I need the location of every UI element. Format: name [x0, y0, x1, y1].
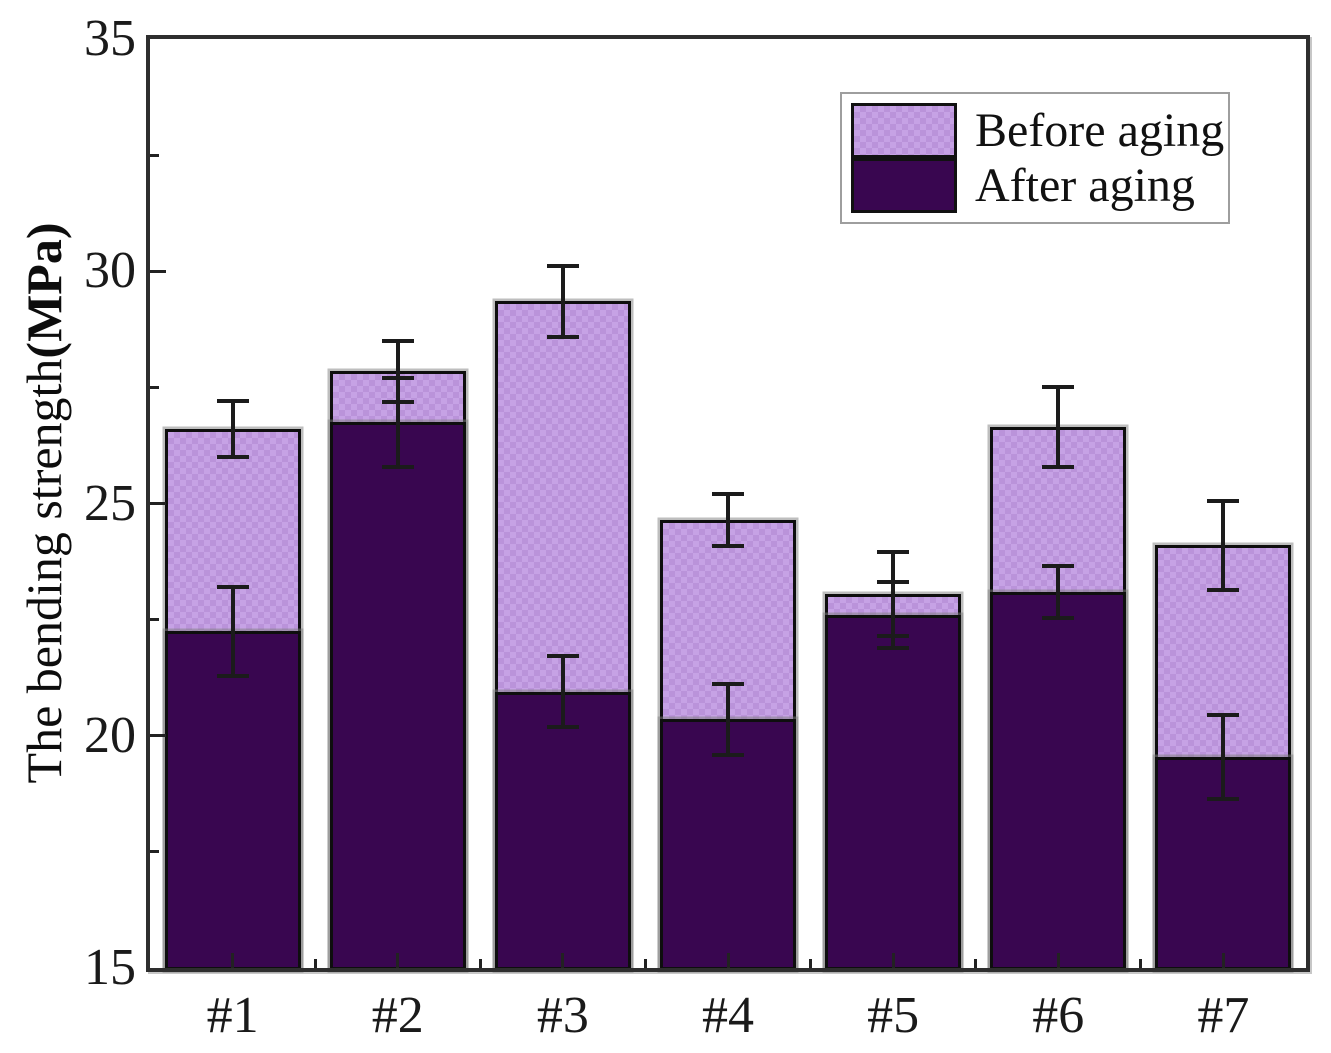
error-bar-after-aging-4-line: [726, 682, 730, 757]
y-tick-label-20: 20: [84, 706, 136, 764]
y-minor-tick-27.5: [150, 385, 159, 389]
y-tick-label-15: 15: [84, 939, 136, 996]
error-bar-after-aging-5-line: [891, 580, 896, 650]
x-major-tick-5: [891, 953, 895, 968]
y-major-tick-30: [150, 269, 166, 273]
error-bar-after-aging-7-cap-top: [1207, 712, 1240, 717]
bar-after-aging-6: [990, 591, 1127, 970]
error-bar-before-aging-1-line: [230, 398, 235, 460]
error-bar-after-aging-6-cap-top: [1042, 563, 1075, 568]
x-minor-tick-6: [1139, 959, 1143, 968]
x-major-tick-2: [396, 953, 400, 968]
error-bar-before-aging-4-cap-bottom: [712, 543, 744, 548]
bar-after-aging-1: [164, 631, 301, 970]
legend-label-after-aging: After aging: [975, 159, 1195, 212]
error-bar-before-aging-2-cap-top: [381, 338, 414, 343]
bar-after-aging-5: [825, 614, 962, 970]
error-bar-before-aging-2-line: [395, 338, 400, 404]
x-category-label-6: #6: [1032, 987, 1085, 1044]
x-category-label-3: #3: [536, 987, 589, 1044]
legend-entry-before-aging: Before aging: [851, 103, 1228, 158]
error-bar-after-aging-2-cap-bottom: [381, 464, 414, 469]
x-major-tick-4: [726, 953, 730, 968]
error-bar-after-aging-5-cap-top: [877, 580, 910, 585]
error-bar-after-aging-1-cap-bottom: [216, 673, 249, 678]
legend: Before aging After aging: [840, 92, 1230, 224]
x-major-tick-3: [561, 953, 565, 968]
bar-after-aging-4: [660, 719, 796, 970]
error-bar-before-aging-1-cap-bottom: [216, 455, 249, 460]
x-major-tick-7: [1221, 953, 1225, 968]
error-bar-before-aging-7-cap-top: [1207, 498, 1240, 503]
x-minor-tick-3: [643, 959, 647, 968]
y-major-tick-25: [150, 502, 166, 505]
error-bar-after-aging-4-cap-top: [712, 682, 744, 687]
x-minor-tick-5: [974, 959, 978, 968]
error-bar-before-aging-7-cap-bottom: [1207, 587, 1240, 592]
legend-entry-after-aging: After aging: [851, 158, 1228, 213]
error-bar-after-aging-3-line: [560, 654, 565, 729]
x-major-tick-6: [1056, 953, 1060, 968]
error-bar-before-aging-6-cap-top: [1042, 385, 1075, 390]
bar-after-aging-2: [329, 422, 466, 970]
x-category-label-4: #4: [702, 987, 754, 1044]
error-bar-before-aging-4-line: [726, 491, 730, 548]
y-tick-label-25: 25: [84, 474, 136, 532]
y-major-tick-20: [150, 734, 166, 738]
error-bar-before-aging-6-line: [1056, 385, 1061, 469]
x-minor-tick-2: [478, 959, 482, 968]
error-bar-after-aging-5-cap-bottom: [877, 645, 910, 650]
legend-label-before-aging: Before aging: [975, 104, 1225, 157]
error-bar-after-aging-6-line: [1056, 563, 1061, 620]
error-bar-after-aging-2-line: [395, 375, 400, 469]
error-bar-after-aging-4-cap-bottom: [712, 752, 744, 757]
error-bar-after-aging-3-cap-top: [546, 654, 579, 659]
x-major-tick-1: [231, 953, 235, 968]
x-category-label-2: #2: [371, 987, 424, 1044]
legend-swatch-after-aging: [851, 158, 957, 213]
legend-swatch-before-aging: [851, 103, 957, 158]
error-bar-before-aging-5-cap-top: [877, 549, 910, 554]
x-category-label-7: #7: [1197, 987, 1250, 1044]
error-bar-before-aging-3-line: [560, 264, 565, 339]
error-bar-after-aging-2-cap-top: [381, 375, 414, 380]
error-bar-before-aging-7-line: [1221, 498, 1226, 592]
error-bar-after-aging-1-line: [230, 584, 235, 678]
y-minor-tick-22.5: [150, 618, 159, 622]
error-bar-before-aging-1-cap-top: [216, 398, 249, 403]
y-minor-tick-32.5: [150, 153, 159, 157]
x-category-label-1: #1: [206, 987, 259, 1044]
error-bar-before-aging-4-cap-top: [712, 491, 744, 496]
x-category-label-5: #5: [867, 987, 920, 1044]
y-minor-tick-17.5: [150, 850, 159, 854]
error-bar-after-aging-3-cap-bottom: [546, 724, 579, 729]
error-bar-after-aging-1-cap-top: [216, 584, 249, 589]
error-bar-after-aging-7-line: [1221, 712, 1226, 801]
error-bar-before-aging-6-cap-bottom: [1042, 464, 1075, 469]
y-tick-label-35: 35: [84, 10, 136, 67]
error-bar-after-aging-7-cap-bottom: [1207, 796, 1240, 801]
y-tick-label-30: 30: [84, 242, 136, 300]
bar-after-aging-3: [494, 691, 631, 970]
error-bar-after-aging-6-cap-bottom: [1042, 615, 1075, 620]
x-minor-tick-4: [809, 959, 813, 968]
x-minor-tick-1: [313, 959, 317, 968]
error-bar-before-aging-3-cap-bottom: [546, 334, 579, 339]
error-bar-before-aging-3-cap-top: [546, 264, 579, 269]
